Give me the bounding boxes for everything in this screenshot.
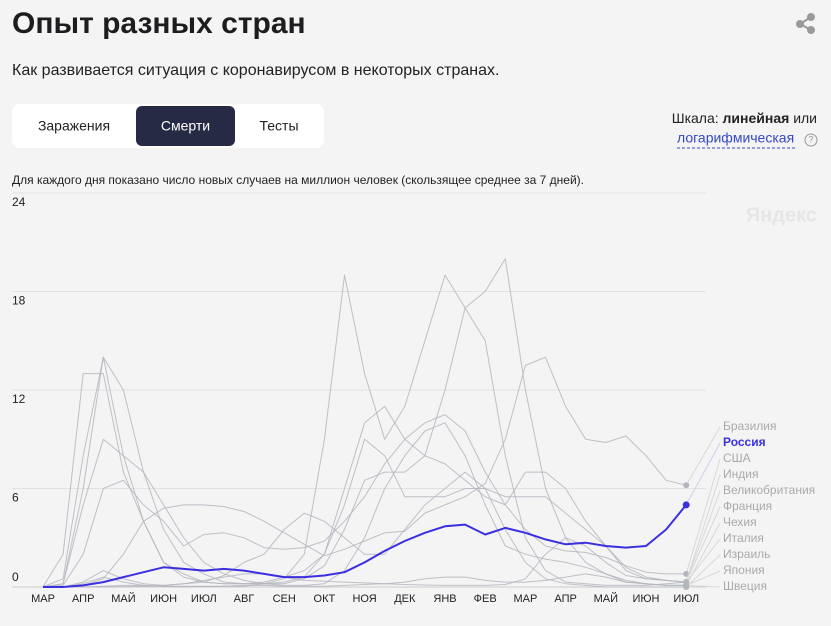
share-dot — [796, 20, 804, 28]
legend-connector — [685, 442, 721, 506]
y-tick-label: 24 — [12, 195, 26, 209]
line — [42, 414, 687, 588]
legend-label: Япония — [723, 563, 765, 577]
line — [43, 471, 687, 588]
x-tick-label: НОЯ — [352, 593, 376, 605]
legend-connector — [686, 584, 721, 588]
watermark: Яндекс — [746, 204, 817, 226]
y-tick-label: 0 — [12, 570, 19, 584]
legend-label: Чехия — [723, 515, 757, 529]
line — [42, 356, 687, 588]
title: Опыт разных стран — [12, 7, 306, 40]
x-tick-label: ИЮЛ — [191, 593, 217, 605]
x-tick-label: ДЕК — [394, 593, 416, 605]
tab[interactable]: Заражения — [38, 118, 110, 134]
legend-label: США — [723, 451, 751, 465]
y-tick-label: 12 — [12, 392, 26, 406]
share-icon[interactable] — [796, 13, 815, 34]
x-tick-label: МАЙ — [594, 592, 618, 605]
legend-connector — [686, 570, 721, 586]
help-mark: ? — [808, 134, 813, 144]
subtitle: Как развивается ситуация с коронавирусом… — [12, 62, 499, 79]
legend-label: Израиль — [723, 547, 770, 561]
legend-label: Великобритания — [723, 483, 815, 497]
x-tick-label: АПР — [554, 593, 576, 605]
x-tick-label: АПР — [72, 593, 94, 605]
scale-other[interactable]: логарифмическая — [677, 130, 794, 146]
legend-connector — [685, 538, 721, 583]
end-dot — [683, 582, 690, 589]
x-tick-label: ЯНВ — [433, 593, 456, 605]
tabs: Заражения Смерти Тесты — [38, 106, 299, 146]
x-tick-label: МАР — [513, 593, 537, 605]
legend-connector — [685, 458, 721, 575]
x-tick-label: МАР — [31, 593, 55, 605]
x-tick-label: ФЕВ — [474, 593, 497, 605]
legend-label: Россия — [723, 435, 766, 449]
scale-label: Шкала: — [672, 110, 719, 126]
end-dot — [682, 501, 690, 509]
end-dot — [683, 482, 690, 489]
legend-label: Швеция — [723, 579, 767, 593]
line-highlight — [43, 504, 687, 588]
x-tick-label: ИЮЛ — [673, 593, 699, 605]
scale-line: Шкала: линейная или — [672, 110, 817, 126]
scale-or: или — [793, 110, 817, 126]
x-tick-label: ИЮН — [150, 593, 177, 605]
legend-label: Франция — [723, 499, 772, 513]
share-dot — [807, 26, 815, 34]
tab[interactable]: Тесты — [259, 118, 298, 134]
scale-current: линейная — [723, 110, 790, 126]
line — [42, 422, 687, 588]
x-tick-label: АВГ — [234, 593, 255, 605]
legend-label: Индия — [723, 467, 758, 481]
tab-active-bg — [136, 106, 235, 146]
x-tick-label: СЕН — [273, 593, 296, 605]
chart-note: Для каждого дня показано число новых слу… — [12, 173, 584, 187]
line — [43, 573, 687, 588]
help-icon[interactable] — [804, 133, 818, 147]
legend-label: Италия — [723, 531, 764, 545]
share-dot — [807, 13, 815, 21]
y-tick-label: 18 — [12, 294, 26, 308]
legend-connector — [685, 490, 721, 583]
legend-connector — [685, 474, 721, 583]
x-tick-label: ОКТ — [314, 593, 336, 605]
line — [42, 307, 687, 588]
end-dot — [683, 570, 690, 577]
line — [42, 373, 687, 588]
legend-connector — [685, 506, 721, 583]
line — [43, 356, 687, 588]
tab[interactable]: Смерти — [161, 118, 210, 134]
legend-connector — [685, 554, 721, 588]
legend-label: Бразилия — [723, 419, 777, 433]
plot: 0 6 12 18 24 МАР АПР МАЙ ИЮН ИЮЛ АВГ СЕН ОКТ НОЯ ДЕК ЯН… — [12, 192, 815, 605]
legend-connector — [685, 426, 721, 486]
x-tick-label: МАЙ — [111, 592, 135, 605]
y-tick-label: 6 — [12, 491, 19, 505]
x-tick-label: ИЮН — [633, 593, 660, 605]
